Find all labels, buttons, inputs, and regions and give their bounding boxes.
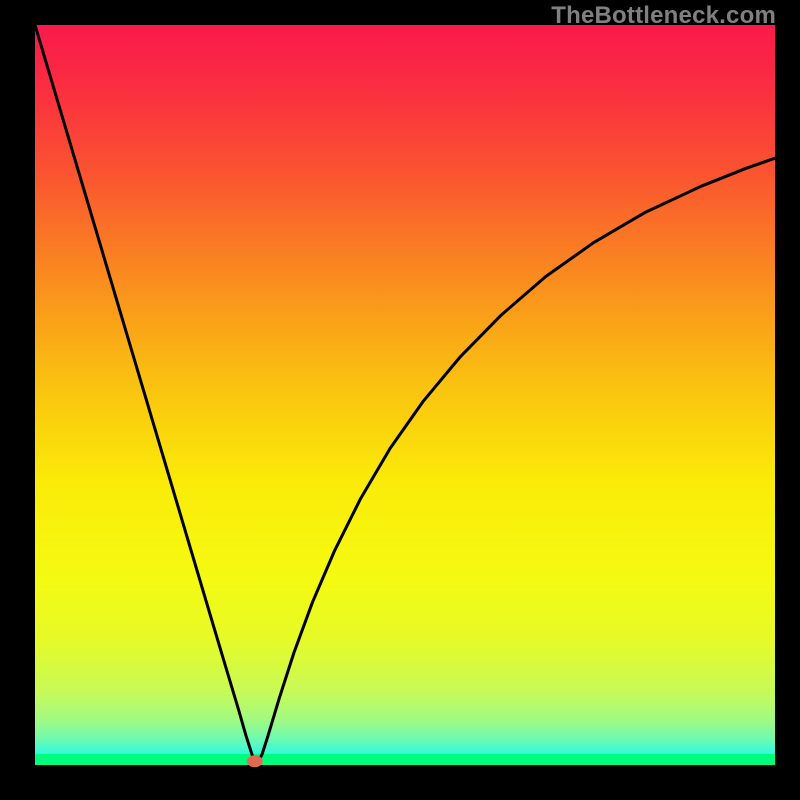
baseline-band bbox=[35, 754, 775, 765]
watermark-text: TheBottleneck.com bbox=[551, 2, 776, 30]
chart-frame: TheBottleneck.com bbox=[0, 0, 800, 800]
optimum-marker bbox=[247, 755, 263, 767]
bottleneck-chart bbox=[0, 0, 800, 800]
